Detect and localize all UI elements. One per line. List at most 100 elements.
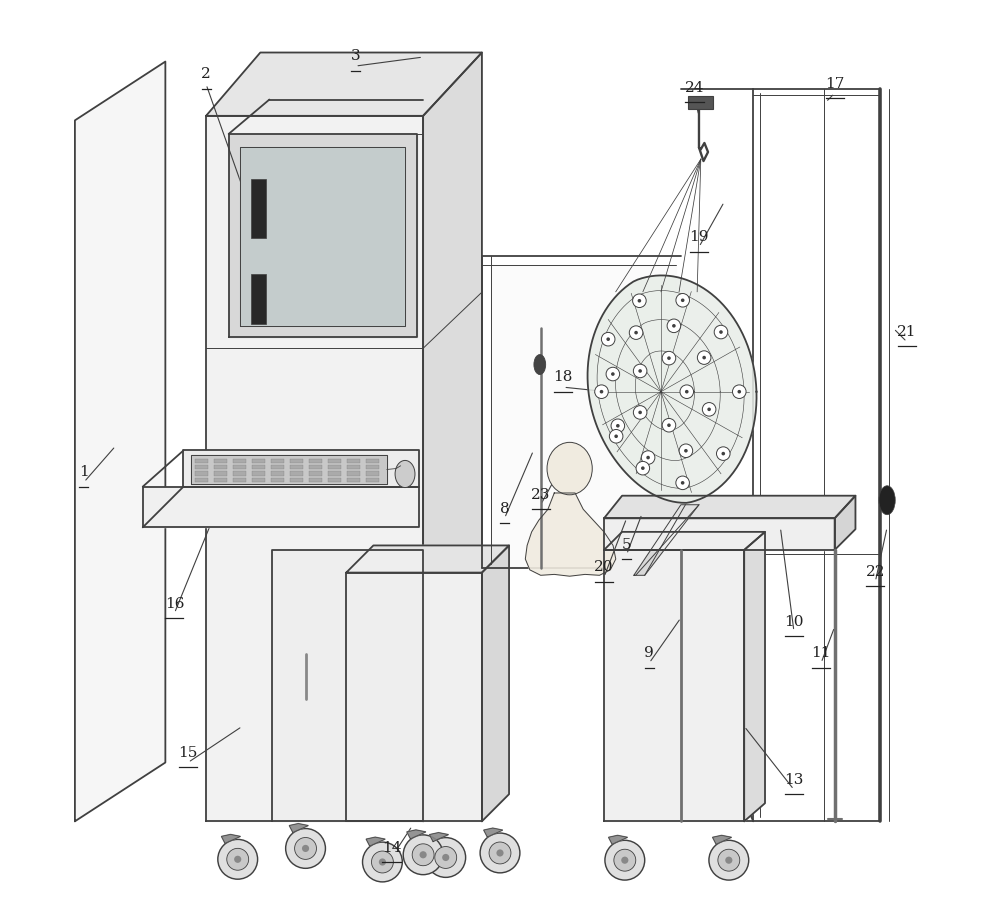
Text: 5: 5 [622,538,631,551]
Circle shape [601,332,615,346]
Circle shape [489,842,511,864]
Bar [214,459,227,463]
Ellipse shape [879,486,895,515]
Circle shape [709,840,749,880]
Circle shape [605,840,645,880]
Polygon shape [482,545,509,822]
Bar [290,478,303,482]
Ellipse shape [547,442,592,495]
Circle shape [634,331,638,335]
Bar [271,478,284,482]
Circle shape [621,856,628,864]
Bar [214,465,227,470]
Bar [366,478,379,482]
Circle shape [662,419,676,432]
Polygon shape [366,837,385,846]
Bar [214,471,227,476]
Bar [251,179,266,238]
Circle shape [606,368,620,380]
Text: 17: 17 [825,76,844,90]
Text: 1: 1 [79,465,89,480]
Circle shape [685,389,689,393]
Bar [366,465,379,470]
Polygon shape [143,487,419,528]
Circle shape [426,837,466,877]
Circle shape [667,319,681,332]
Polygon shape [75,62,165,822]
Bar [309,465,322,470]
Circle shape [403,834,443,875]
Circle shape [667,423,671,427]
Circle shape [725,856,732,864]
Polygon shape [191,455,387,484]
Circle shape [295,837,316,859]
Circle shape [641,450,655,464]
Circle shape [638,299,641,302]
Polygon shape [604,550,744,822]
Circle shape [480,833,520,873]
Bar [271,465,284,470]
Text: 18: 18 [554,370,573,384]
Text: 14: 14 [382,841,401,854]
Polygon shape [229,134,417,338]
Bar [309,459,322,463]
Bar [328,459,341,463]
Circle shape [600,389,603,393]
Polygon shape [346,545,509,572]
Bar [366,471,379,476]
Circle shape [676,294,689,307]
Polygon shape [491,265,676,567]
Circle shape [641,466,645,470]
Bar [233,471,246,476]
Circle shape [662,351,676,365]
Polygon shape [634,505,699,575]
Bar [252,465,265,470]
Polygon shape [525,493,616,576]
Bar [195,459,208,463]
Polygon shape [346,572,482,822]
Bar [233,478,246,482]
Bar [328,465,341,470]
Polygon shape [272,550,423,822]
Bar [252,459,265,463]
Polygon shape [744,531,765,822]
Circle shape [234,855,241,863]
Bar [347,471,360,476]
Bar [347,459,360,463]
Circle shape [702,402,716,416]
Bar [195,471,208,476]
Polygon shape [183,450,419,487]
Bar [290,459,303,463]
Circle shape [697,351,711,364]
Circle shape [681,481,684,485]
Circle shape [609,430,623,443]
Circle shape [614,434,618,438]
Circle shape [633,406,647,420]
Circle shape [496,849,504,856]
Circle shape [737,389,741,393]
Circle shape [614,849,636,871]
Text: 13: 13 [784,773,804,787]
Bar [214,478,227,482]
Polygon shape [484,828,503,837]
Circle shape [302,844,309,852]
Polygon shape [206,53,482,116]
Text: 2: 2 [201,67,211,82]
Circle shape [629,326,643,339]
Circle shape [412,844,434,865]
Circle shape [638,410,642,414]
Circle shape [636,461,650,475]
Circle shape [633,294,646,308]
Text: 23: 23 [531,488,550,502]
Circle shape [684,449,688,452]
Polygon shape [604,531,765,550]
Circle shape [721,451,725,455]
Bar [347,465,360,470]
Circle shape [638,369,642,373]
Ellipse shape [395,460,415,488]
Bar [290,471,303,476]
Polygon shape [221,834,240,844]
Bar [233,465,246,470]
Text: 20: 20 [594,561,614,574]
Circle shape [679,444,693,458]
